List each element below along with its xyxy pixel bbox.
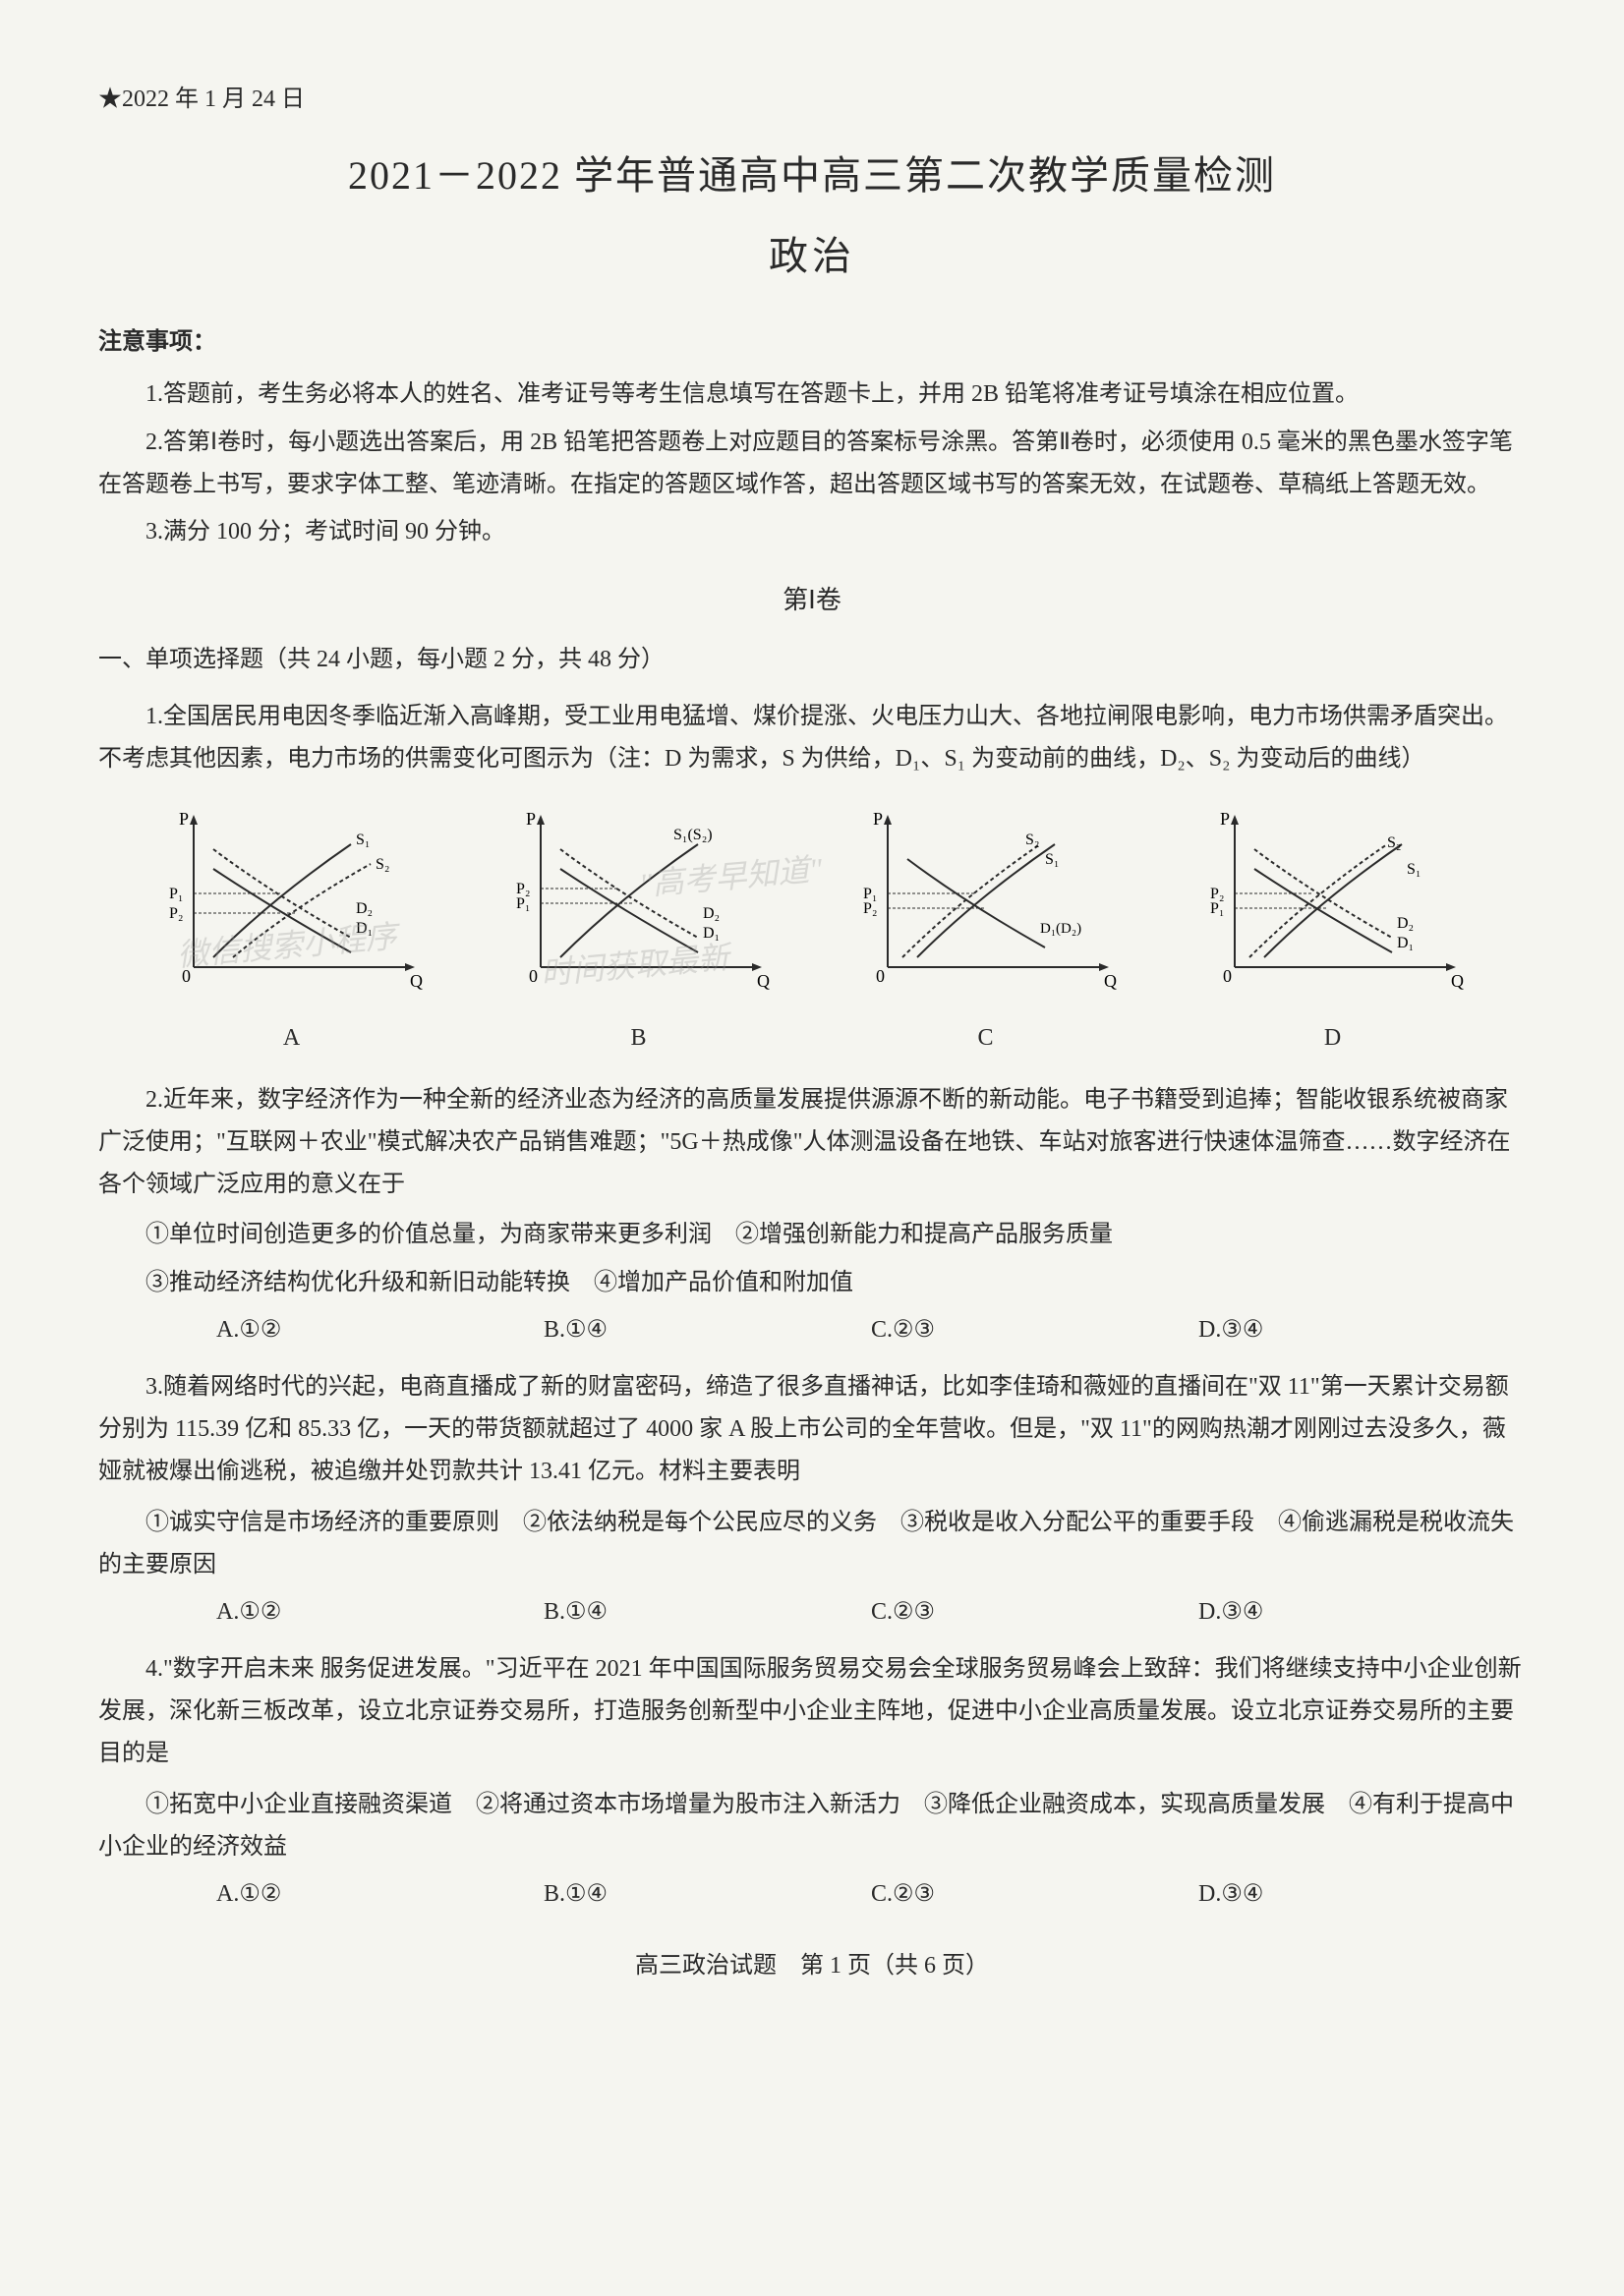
svg-text:D₂: D₂ — [1397, 915, 1414, 932]
svg-text:S₂: S₂ — [1387, 834, 1401, 851]
svg-text:P: P — [873, 809, 883, 829]
svg-text:P₂: P₂ — [169, 905, 183, 922]
notice-header: 注意事项： — [98, 321, 1526, 364]
subject-title: 政治 — [98, 221, 1526, 292]
svg-text:S₁: S₁ — [1045, 851, 1059, 868]
charts-container: P Q 0 S₁ S₂ D₂ D₁ P₁ P₂ A P Q 0 — [98, 800, 1526, 1059]
svg-text:Q: Q — [410, 971, 423, 991]
q3-text: 3.随着网络时代的兴起，电商直播成了新的财富密码，缔造了很多直播神话，比如李佳琦… — [98, 1366, 1526, 1494]
q2-sub2: ③推动经济结构优化升级和新旧动能转换 ④增加产品价值和附加值 — [98, 1262, 1526, 1304]
svg-text:P: P — [526, 809, 536, 829]
date-line: ★2022 年 1 月 24 日 — [98, 79, 1526, 121]
svg-text:D₁: D₁ — [1397, 935, 1414, 951]
svg-text:S₁: S₁ — [356, 832, 370, 848]
chart-d-label: D — [1195, 1017, 1471, 1060]
q1-text: 1.全国居民用电因冬季临近渐入高峰期，受工业用电猛增、煤价提涨、火电压力山大、各… — [98, 696, 1526, 780]
q2-options: A.①② B.①④ C.②③ D.③④ — [98, 1309, 1526, 1351]
q2-option-c: C.②③ — [871, 1309, 1198, 1351]
svg-text:S₂: S₂ — [376, 856, 389, 873]
chart-c: P Q 0 S₁ S₂ D₁(D₂) P₁ P₂ C — [848, 800, 1124, 1059]
svg-text:Q: Q — [1451, 971, 1464, 991]
q2-option-b: B.①④ — [544, 1309, 871, 1351]
footer: 高三政治试题 第 1 页（共 6 页） — [98, 1945, 1526, 1987]
svg-text:P: P — [1220, 809, 1230, 829]
q2-option-d: D.③④ — [1198, 1309, 1526, 1351]
q3-option-a: A.①② — [216, 1591, 544, 1634]
q4-option-a: A.①② — [216, 1873, 544, 1916]
svg-text:S₁(S₂): S₁(S₂) — [673, 827, 713, 843]
q3-sub1: ①诚实守信是市场经济的重要原则 ②依法纳税是每个公民应尽的义务 ③税收是收入分配… — [98, 1502, 1526, 1586]
svg-text:D₂: D₂ — [703, 905, 720, 922]
q3-option-d: D.③④ — [1198, 1591, 1526, 1634]
chart-d: P Q 0 S₁ S₂ D₂ D₁ P₂ P₁ D — [1195, 800, 1471, 1059]
q4-sub1: ①拓宽中小企业直接融资渠道 ②将通过资本市场增量为股市注入新活力 ③降低企业融资… — [98, 1784, 1526, 1868]
chart-b: P Q 0 S₁(S₂) D₂ D₁ P₂ P₁ B — [501, 800, 777, 1059]
q3-option-c: C.②③ — [871, 1591, 1198, 1634]
q4-option-c: C.②③ — [871, 1873, 1198, 1916]
q4-option-d: D.③④ — [1198, 1873, 1526, 1916]
q2-option-a: A.①② — [216, 1309, 544, 1351]
section-header: 一、单项选择题（共 24 小题，每小题 2 分，共 48 分） — [98, 639, 1526, 681]
section-title: 第Ⅰ卷 — [98, 578, 1526, 624]
q3-options: A.①② B.①④ C.②③ D.③④ — [98, 1591, 1526, 1634]
chart-c-label: C — [848, 1017, 1124, 1060]
svg-text:P: P — [179, 809, 189, 829]
notice-item-1: 1.答题前，考生务必将本人的姓名、准考证号等考生信息填写在答题卡上，并用 2B … — [98, 373, 1526, 416]
q2-text: 2.近年来，数字经济作为一种全新的经济业态为经济的高质量发展提供源源不断的新动能… — [98, 1079, 1526, 1207]
svg-text:P₂: P₂ — [863, 900, 877, 917]
chart-a-label: A — [154, 1017, 430, 1060]
svg-text:D₁: D₁ — [356, 920, 373, 937]
q4-options: A.①② B.①④ C.②③ D.③④ — [98, 1873, 1526, 1916]
svg-text:D₂: D₂ — [356, 900, 373, 917]
notice-item-2: 2.答第Ⅰ卷时，每小题选出答案后，用 2B 铅笔把答题卷上对应题目的答案标号涂黑… — [98, 422, 1526, 506]
q4-text: 4."数字开启未来 服务促进发展。"习近平在 2021 年中国国际服务贸易交易会… — [98, 1648, 1526, 1776]
svg-text:S₂: S₂ — [1025, 832, 1039, 848]
svg-text:D₁(D₂): D₁(D₂) — [1040, 921, 1081, 937]
svg-text:S₁: S₁ — [1407, 861, 1421, 878]
q2-sub1: ①单位时间创造更多的价值总量，为商家带来更多利润 ②增强创新能力和提高产品服务质… — [98, 1214, 1526, 1256]
chart-b-label: B — [501, 1017, 777, 1060]
main-title: 2021－2022 学年普通高中高三第二次教学质量检测 — [98, 141, 1526, 211]
chart-a: P Q 0 S₁ S₂ D₂ D₁ P₁ P₂ A — [154, 800, 430, 1059]
svg-text:P₁: P₁ — [1210, 900, 1224, 917]
q4-option-b: B.①④ — [544, 1873, 871, 1916]
svg-text:Q: Q — [757, 971, 770, 991]
svg-text:P₁: P₁ — [516, 895, 530, 912]
svg-text:0: 0 — [876, 966, 885, 986]
svg-text:Q: Q — [1104, 971, 1117, 991]
svg-text:0: 0 — [182, 966, 191, 986]
svg-text:0: 0 — [529, 966, 538, 986]
svg-text:D₁: D₁ — [703, 925, 720, 942]
svg-text:0: 0 — [1223, 966, 1232, 986]
q3-option-b: B.①④ — [544, 1591, 871, 1634]
svg-text:P₁: P₁ — [169, 886, 183, 902]
notice-item-3: 3.满分 100 分；考试时间 90 分钟。 — [98, 511, 1526, 553]
